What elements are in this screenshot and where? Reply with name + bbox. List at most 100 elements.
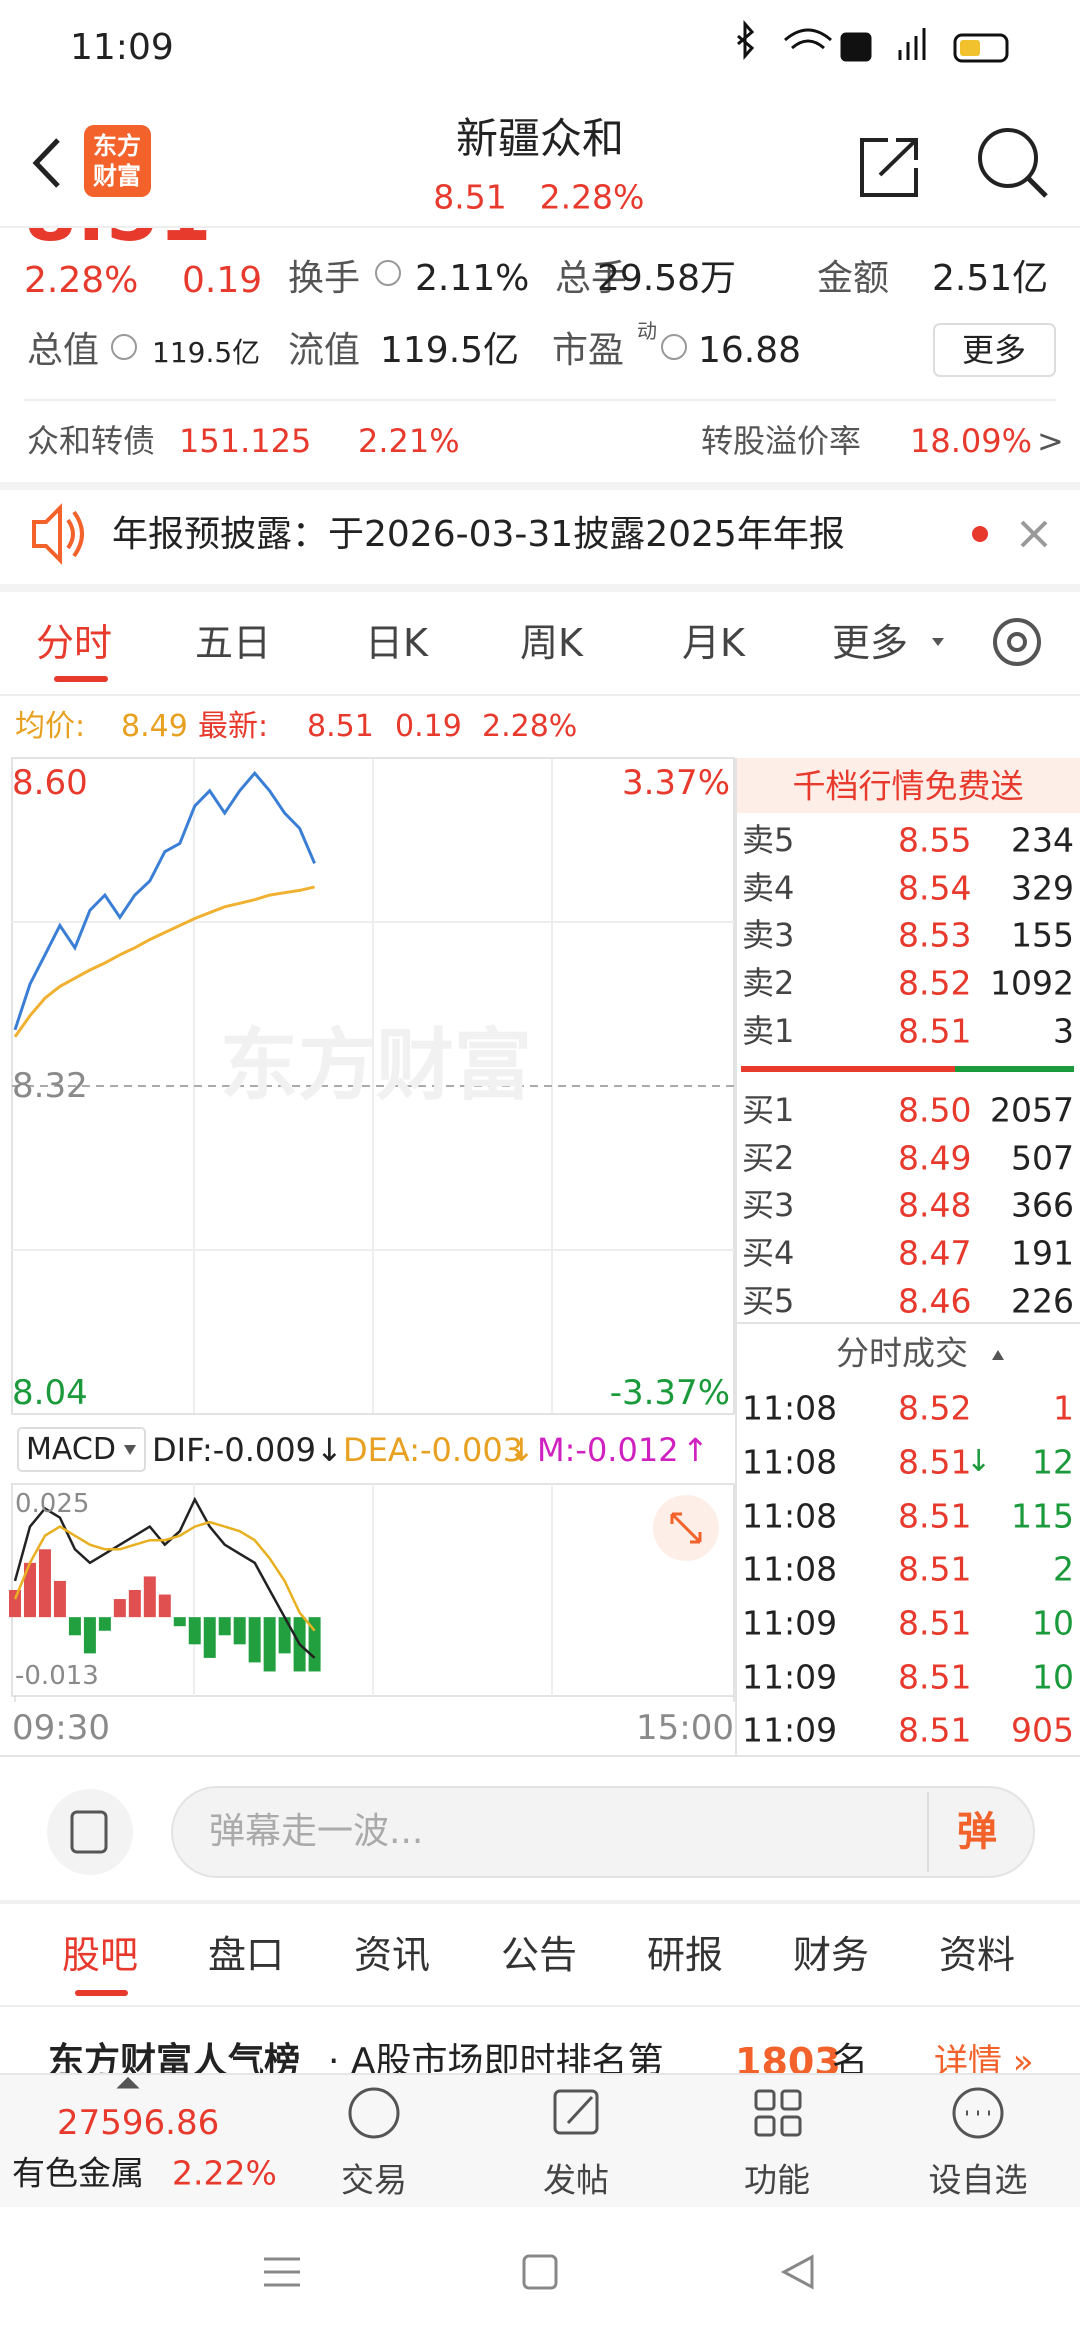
close-notice[interactable] [1020, 520, 1048, 548]
danmaku-button[interactable]: 弹 [957, 1809, 997, 1855]
watchlist-icon [952, 2087, 1004, 2139]
bond-name: 众和转债 [27, 422, 156, 460]
label: 总值 [27, 330, 100, 371]
home-key[interactable] [522, 2254, 558, 2290]
trades-title: 分时成交 [836, 1333, 968, 1373]
macd-bar [248, 1617, 261, 1663]
last-price: 8.51 [24, 228, 212, 248]
label: 金额 [817, 258, 890, 299]
depth-volume: 155 [1011, 915, 1074, 955]
y-tick-label: 8.32 [12, 1066, 88, 1106]
price-clip: 8.51 [0, 228, 400, 248]
indicator-name[interactable]: MACD [26, 1432, 116, 1467]
volume: 29.58万 [597, 258, 737, 299]
nav-item[interactable]: 发帖 [543, 2160, 609, 2200]
indicator-selector[interactable] [17, 1427, 146, 1472]
y-tick-label: 8.04 [12, 1373, 88, 1413]
notice-text[interactable]: 年报预披露：于2026-03-31披露2025年年报 [112, 514, 845, 555]
trade-icon [348, 2087, 400, 2139]
comment-placeholder[interactable]: 弹幕走一波... [209, 1811, 424, 1852]
tab[interactable]: 月K [682, 621, 745, 665]
expand-button[interactable] [653, 1495, 719, 1561]
tab[interactable]: 五日 [195, 621, 272, 665]
nav-item[interactable]: 设自选 [928, 2160, 1028, 2200]
danmaku-settings[interactable] [47, 1789, 133, 1875]
ranking-banner[interactable]: 东方财富人气榜 · A股市场即时排名第 1803 名 详情 » [0, 2006, 1080, 2073]
tab[interactable]: 更多 [832, 621, 909, 665]
bottom-tab[interactable]: 财务 [792, 1933, 870, 1977]
depth-label: 卖2 [742, 964, 795, 1002]
battery-level [960, 40, 980, 56]
depth-label: 买4 [742, 1234, 795, 1272]
trade-price: 8.52 [898, 1388, 972, 1428]
x-tick-label: 15:00 [636, 1708, 734, 1748]
trade-price: 8.51 [898, 1710, 972, 1750]
share-button[interactable] [860, 138, 918, 197]
depth-volume: 329 [1011, 868, 1074, 908]
info-icon[interactable] [661, 334, 687, 360]
status-time: 11:09 [70, 27, 174, 68]
banner-more[interactable]: 详情 » [934, 2042, 1034, 2073]
banner-text: · A股市场即时排名第 [328, 2041, 664, 2074]
avg-label: 均价: [15, 709, 86, 744]
dea-line [13, 1520, 316, 1632]
index-change[interactable]: 2.22% [172, 2153, 277, 2193]
trade-arrow: ↓ [966, 1444, 992, 1479]
arrow[interactable]: > [1037, 422, 1064, 460]
index-name[interactable]: 有色金属 [12, 2153, 144, 2193]
depth-banner[interactable]: 千档行情免费送 [792, 766, 1024, 806]
depth-label: 买1 [742, 1091, 795, 1129]
status-icons [737, 20, 1009, 63]
depth-label: 卖5 [742, 821, 795, 859]
system-nav [264, 2254, 814, 2290]
trade-time: 11:08 [742, 1496, 838, 1536]
nav-item[interactable]: 交易 [341, 2160, 407, 2200]
collapse-caret[interactable] [992, 1350, 1004, 1360]
m-label: M:-0.012 [537, 1431, 679, 1469]
signal-icon [898, 28, 926, 60]
depth-volume: 2057 [990, 1090, 1074, 1130]
more-button-label[interactable]: 更多 [961, 331, 1027, 369]
trade-time: 11:08 [742, 1442, 838, 1482]
macd-bar [218, 1617, 231, 1636]
nav-icons [116, 2076, 1004, 2139]
macd-bar [53, 1580, 66, 1618]
trade-volume: 10 [1032, 1603, 1074, 1643]
bottom-tab[interactable]: 资料 [938, 1933, 1016, 1977]
back-button[interactable] [32, 138, 60, 188]
comment-input[interactable] [171, 1786, 1035, 1878]
bottom-tab[interactable]: 资讯 [353, 1933, 431, 1977]
macd-bar [113, 1599, 126, 1618]
settings-button[interactable] [993, 618, 1041, 666]
back-key[interactable] [780, 2254, 814, 2290]
search-button[interactable] [978, 128, 1038, 188]
tab[interactable]: 周K [520, 621, 583, 665]
label: 换手 [288, 258, 361, 299]
tab[interactable]: 分时 [36, 621, 113, 665]
nav-item[interactable]: 功能 [744, 2160, 810, 2200]
depth-banner-bg[interactable] [737, 758, 1080, 813]
dif-label: DIF:-0.009 [152, 1431, 316, 1469]
depth-volume: 366 [1011, 1185, 1074, 1225]
tab[interactable]: 日K [365, 621, 428, 665]
premium: 18.09% [910, 422, 1033, 460]
change: 0.19 [182, 260, 263, 301]
more-button[interactable] [933, 323, 1056, 377]
bottom-tab[interactable]: 股吧 [61, 1933, 139, 1977]
depth-price: 8.50 [898, 1090, 972, 1130]
bottom-tab[interactable]: 公告 [500, 1933, 578, 1977]
info-icon[interactable] [375, 260, 401, 286]
trade-volume: 2 [1053, 1549, 1074, 1589]
macd-bar [38, 1549, 51, 1618]
macd-bar [83, 1617, 96, 1654]
dropdown-caret [124, 1445, 136, 1455]
logo-text: 东方 [93, 132, 141, 160]
trade-time: 11:08 [742, 1388, 838, 1428]
index-value[interactable]: 27596.86 [57, 2103, 220, 2143]
bottom-tab[interactable]: 盘口 [207, 1933, 285, 1977]
macd-panel-dividers [193, 1484, 553, 1696]
info-icon[interactable] [111, 334, 137, 360]
menu-key[interactable] [264, 2257, 300, 2287]
label: 流值 [288, 330, 361, 371]
bottom-tab[interactable]: 研报 [646, 1933, 724, 1977]
